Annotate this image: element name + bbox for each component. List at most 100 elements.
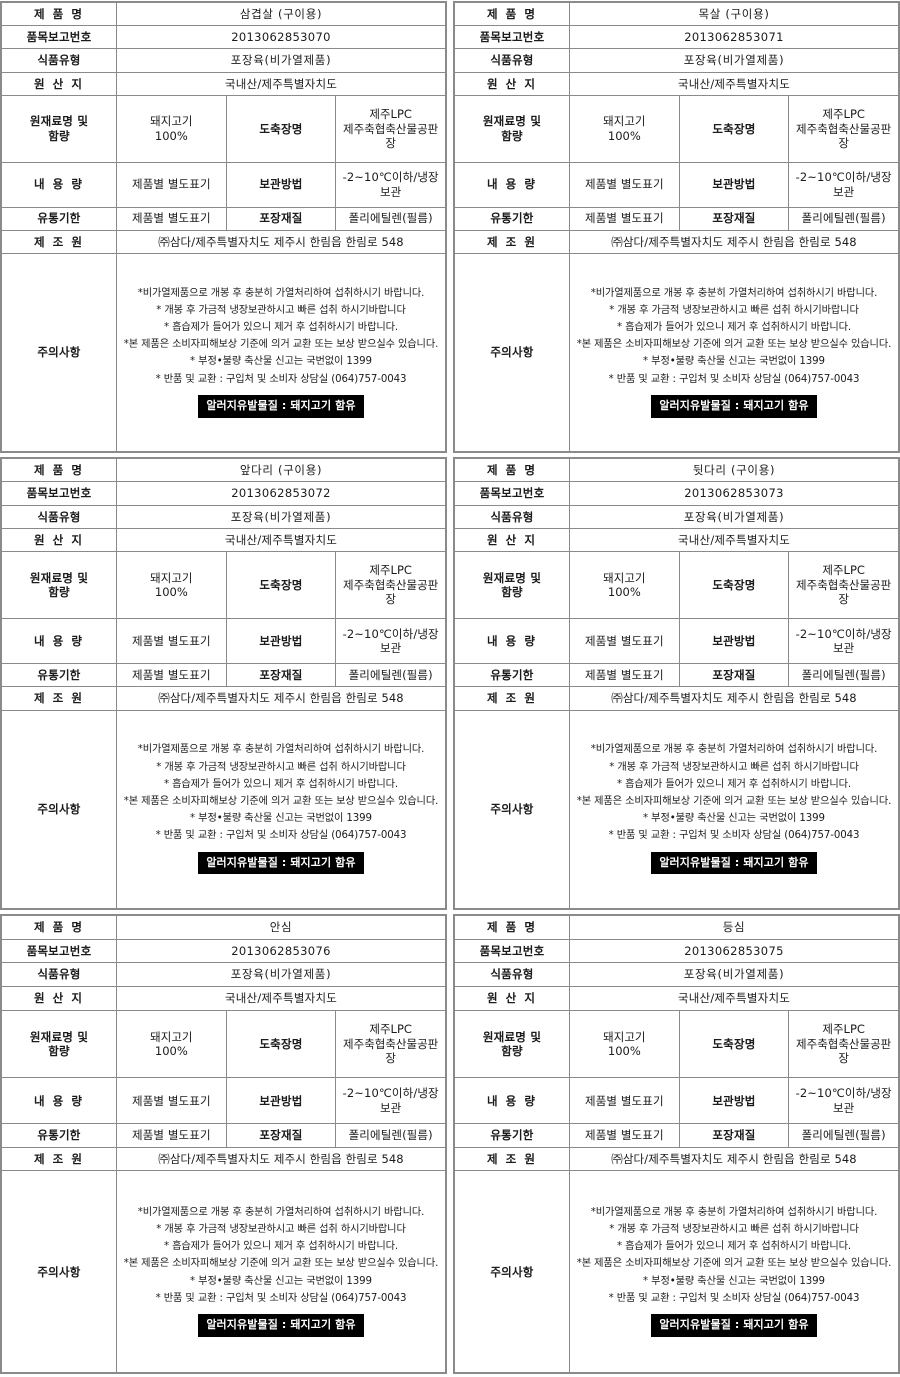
field-label-storage-method: 보관방법: [678, 617, 790, 665]
field-label-ingredients: 원재료명 및 함량: [1, 551, 117, 619]
ingredient-name: 돼지고기: [603, 570, 646, 585]
row-expiry: 유통기한 제품별 별도표기 포장재질 폴리에틸렌(필름): [454, 206, 899, 231]
field-label-package-material: 포장재질: [225, 1123, 337, 1148]
row-caution: 주의사항 *비가열제품으로 개봉 후 충분히 가열처리하여 섭취하시기 바랍니다…: [454, 709, 899, 910]
field-label-food-type: 식품유형: [1, 48, 117, 73]
value-slaughterhouse: 제주LPC 제주축협축산물공판장: [335, 94, 446, 163]
caution-line: * 흡습제가 들어가 있으니 제거 후 섭취하시기 바랍니다.: [163, 321, 399, 333]
field-label-report-number: 품목보고번호: [454, 25, 570, 50]
caution-line: * 반품 및 교환 : 구입처 및 소비자 상담실 (064)757-0043: [155, 373, 407, 385]
value-net-weight: 제품별 별도표기: [116, 161, 227, 208]
row-food-type: 식품유형 포장육(비가열제품): [454, 48, 899, 73]
row-origin: 원 산 지 국내산/제주특별자치도: [454, 527, 899, 553]
value-product-name: 목살 (구이용): [569, 1, 899, 27]
value-product-name: 앞다리 (구이용): [116, 457, 446, 483]
field-label-package-material: 포장재질: [225, 206, 337, 231]
slaughterhouse-line1: 제주LPC: [369, 1022, 412, 1037]
field-label-storage-method: 보관방법: [678, 161, 790, 208]
caution-line: * 흡습제가 들어가 있으니 제거 후 섭취하시기 바랍니다.: [616, 1241, 852, 1253]
field-label-product-name: 제 품 명: [1, 1, 117, 27]
field-label-slaughterhouse: 도축장명: [225, 551, 337, 619]
value-report-number: 2013062853073: [569, 481, 899, 506]
value-origin: 국내산/제주특별자치도: [569, 71, 899, 96]
value-origin: 국내산/제주특별자치도: [569, 985, 899, 1011]
row-ingredients: 원재료명 및 함량 돼지고기 100% 도축장명 제주LPC 제주축협축산물공판…: [1, 1009, 446, 1079]
ingredients-label-line1: 원재료명 및: [482, 114, 542, 129]
slaughterhouse-line1: 제주LPC: [369, 107, 412, 122]
row-report-number: 품목보고번호 2013062853071: [454, 25, 899, 50]
value-caution: *비가열제품으로 개봉 후 충분히 가열처리하여 섭취하시기 바랍니다. * 개…: [116, 1170, 446, 1373]
row-net-weight: 내 용 량 제품별 별도표기 보관방법 -2~10℃이하/냉장보관: [1, 161, 446, 208]
value-manufacturer: ㈜삼다/제주특별자치도 제주시 한림읍 한림로 548: [116, 1146, 446, 1172]
value-storage-method: -2~10℃이하/냉장보관: [335, 161, 446, 208]
field-label-food-type: 식품유형: [454, 48, 570, 73]
field-label-slaughterhouse: 도축장명: [225, 94, 337, 163]
label-row-1: 제 품 명 삼겹살 (구이용) 품목보고번호 2013062853070 식품유…: [0, 0, 900, 456]
field-label-expiry: 유통기한: [454, 1123, 570, 1148]
row-report-number: 품목보고번호 2013062853075: [454, 938, 899, 964]
product-label-card-2: 제 품 명 앞다리 (구이용) 품목보고번호 2013062853072 식품유…: [0, 457, 447, 910]
ingredient-percent: 100%: [154, 585, 188, 600]
row-manufacturer: 제 조 원 ㈜삼다/제주특별자치도 제주시 한림읍 한림로 548: [454, 686, 899, 711]
value-food-type: 포장육(비가열제품): [116, 962, 446, 987]
slaughterhouse-line2: 제주축협축산물공판장: [343, 121, 439, 150]
caution-line: *본 제품은 소비자피해보상 기준에 의거 교환 또는 보상 받으실수 있습니다…: [123, 339, 439, 351]
caution-line: *비가열제품으로 개봉 후 충분히 가열처리하여 섭취하시기 바랍니다.: [137, 1206, 425, 1218]
field-label-ingredients: 원재료명 및 함량: [1, 94, 117, 163]
field-label-expiry: 유통기한: [454, 206, 570, 231]
row-caution: 주의사항 *비가열제품으로 개봉 후 충분히 가열처리하여 섭취하시기 바랍니다…: [1, 1170, 446, 1373]
allergen-banner: 알러지유발물질 : 돼지고기 함유: [198, 394, 364, 418]
ingredient-name: 돼지고기: [603, 114, 646, 129]
value-food-type: 포장육(비가열제품): [116, 48, 446, 73]
value-product-name: 뒷다리 (구이용): [569, 457, 899, 483]
field-label-food-type: 식품유형: [454, 504, 570, 529]
field-label-net-weight: 내 용 량: [454, 161, 570, 208]
row-net-weight: 내 용 량 제품별 별도표기 보관방법 -2~10℃이하/냉장보관: [1, 1077, 446, 1125]
caution-line: * 반품 및 교환 : 구입처 및 소비자 상담실 (064)757-0043: [155, 830, 407, 842]
ingredients-label-line2: 함량: [48, 1043, 70, 1058]
slaughterhouse-line2: 제주축협축산물공판장: [796, 121, 892, 150]
field-label-food-type: 식품유형: [454, 962, 570, 987]
field-label-origin: 원 산 지: [454, 71, 570, 96]
value-caution: *비가열제품으로 개봉 후 충분히 가열처리하여 섭취하시기 바랍니다. * 개…: [116, 253, 446, 452]
field-label-ingredients: 원재료명 및 함량: [1, 1009, 117, 1079]
field-label-package-material: 포장재질: [678, 1123, 790, 1148]
row-origin: 원 산 지 국내산/제주특별자치도: [454, 71, 899, 96]
value-ingredient: 돼지고기 100%: [116, 1009, 227, 1079]
ingredient-percent: 100%: [154, 128, 188, 143]
caution-line: * 반품 및 교환 : 구입처 및 소비자 상담실 (064)757-0043: [608, 373, 860, 385]
row-expiry: 유통기한 제품별 별도표기 포장재질 폴리에틸렌(필름): [1, 1123, 446, 1148]
caution-line: * 흡습제가 들어가 있으니 제거 후 섭취하시기 바랍니다.: [163, 778, 399, 790]
field-label-caution: 주의사항: [1, 709, 117, 910]
caution-line: * 부정•불량 축산물 신고는 국번없이 1399: [190, 813, 372, 825]
row-net-weight: 내 용 량 제품별 별도표기 보관방법 -2~10℃이하/냉장보관: [454, 161, 899, 208]
field-label-storage-method: 보관방법: [678, 1077, 790, 1125]
field-label-food-type: 식품유형: [1, 504, 117, 529]
value-caution: *비가열제품으로 개봉 후 충분히 가열처리하여 섭취하시기 바랍니다. * 개…: [569, 1170, 899, 1373]
field-label-report-number: 품목보고번호: [454, 938, 570, 964]
caution-line: * 개봉 후 가금적 냉장보관하시고 빠른 섭취 하시기바랍니다: [156, 761, 406, 773]
row-report-number: 품목보고번호 2013062853076: [1, 938, 446, 964]
value-package-material: 폴리에틸렌(필름): [335, 662, 446, 688]
value-caution: *비가열제품으로 개봉 후 충분히 가열처리하여 섭취하시기 바랍니다. * 개…: [569, 709, 899, 910]
field-label-food-type: 식품유형: [1, 962, 117, 987]
field-label-storage-method: 보관방법: [225, 161, 337, 208]
value-net-weight: 제품별 별도표기: [569, 617, 680, 665]
product-label-card-1: 제 품 명 목살 (구이용) 품목보고번호 2013062853071 식품유형…: [453, 1, 900, 453]
value-slaughterhouse: 제주LPC 제주축협축산물공판장: [788, 1009, 899, 1079]
slaughterhouse-line2: 제주축협축산물공판장: [343, 1036, 439, 1066]
field-label-product-name: 제 품 명: [454, 457, 570, 483]
value-caution: *비가열제품으로 개봉 후 충분히 가열처리하여 섭취하시기 바랍니다. * 개…: [569, 253, 899, 452]
value-report-number: 2013062853076: [116, 938, 446, 964]
row-manufacturer: 제 조 원 ㈜삼다/제주특별자치도 제주시 한림읍 한림로 548: [1, 686, 446, 711]
row-manufacturer: 제 조 원 ㈜삼다/제주특별자치도 제주시 한림읍 한림로 548: [1, 1146, 446, 1172]
row-report-number: 품목보고번호 2013062853073: [454, 481, 899, 506]
value-expiry: 제품별 별도표기: [116, 662, 227, 688]
field-label-manufacturer: 제 조 원: [1, 1146, 117, 1172]
value-food-type: 포장육(비가열제품): [569, 504, 899, 529]
field-label-expiry: 유통기한: [1, 1123, 117, 1148]
row-report-number: 품목보고번호 2013062853070: [1, 25, 446, 50]
value-ingredient: 돼지고기 100%: [569, 94, 680, 163]
value-expiry: 제품별 별도표기: [569, 662, 680, 688]
field-label-report-number: 품목보고번호: [1, 25, 117, 50]
